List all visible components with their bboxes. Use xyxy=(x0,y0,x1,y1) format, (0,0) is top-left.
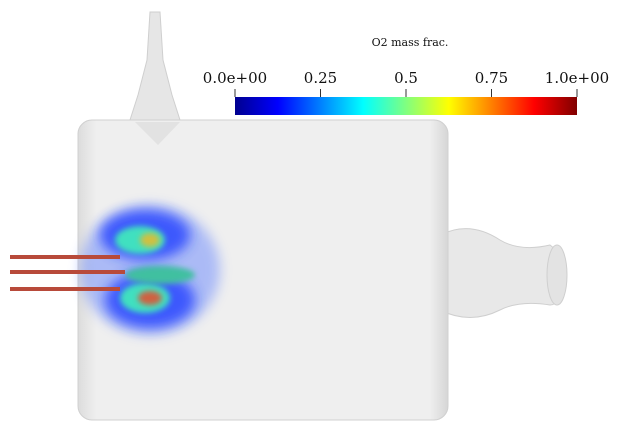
tick-label: 0.0e+00 xyxy=(203,69,267,87)
colorbar xyxy=(235,97,577,115)
colorbar-title: O2 mass frac. xyxy=(372,36,449,49)
tick-label: 0.25 xyxy=(304,69,337,87)
scene: O2 mass frac. 0.0e+00 0.25 0.5 0.75 1.0e+00 xyxy=(0,0,630,423)
tick-label: 1.0e+00 xyxy=(545,69,609,87)
tick-label: 0.75 xyxy=(475,69,508,87)
tick-label: 0.5 xyxy=(394,69,418,87)
